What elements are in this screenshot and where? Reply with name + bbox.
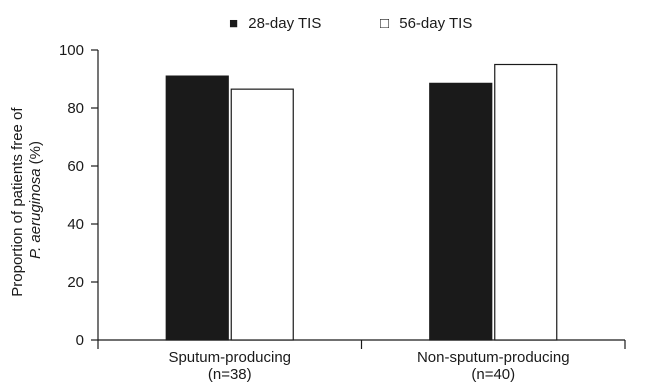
category-labels: Sputum-producing (n=38) Non-sputum-produci…	[168, 349, 569, 383]
y-tick-label: 40	[67, 216, 84, 233]
legend-symbol-56-day: □	[380, 15, 389, 32]
y-tick-label: 20	[67, 274, 84, 291]
y-tick-label: 60	[67, 158, 84, 175]
legend-symbol-28-day: ■	[229, 15, 238, 32]
x-axis-ticks	[97, 340, 626, 349]
y-tick-label: 100	[59, 42, 84, 59]
legend-label-56-day: 56-day TIS	[399, 15, 472, 32]
y-tick-label: 0	[76, 332, 84, 349]
svg-text:■ 28-day TIS: ■ 28-day TIS	[229, 15, 321, 32]
y-axis-label-unit: (%)	[27, 141, 44, 164]
legend-label-28-day: 28-day TIS	[248, 15, 321, 32]
bar-56-day-tis-2	[494, 63, 558, 341]
bar-28-day-tis-2	[429, 82, 493, 341]
bar-28-day-tis-1	[165, 75, 229, 341]
x-category-label: Non-sputum-producing (n=40)	[417, 349, 570, 383]
y-axis-label-line1: Proportion of patients free of	[9, 107, 26, 297]
y-axis-label: Proportion of patients free of P. aerugi…	[9, 103, 44, 296]
svg-text:□ 56-day TIS: □ 56-day TIS	[380, 15, 472, 32]
legend: ■ 28-day TIS □ 56-day TIS	[229, 15, 472, 32]
bar-56-day-tis-1	[230, 88, 294, 341]
y-tick-label: 80	[67, 100, 84, 117]
y-axis-label-species: P. aeruginosa	[27, 168, 44, 259]
bars	[165, 63, 558, 341]
x-category-label: Sputum-producing (n=38)	[168, 349, 291, 383]
y-axis-ticks: 0 20 40 60 80 100	[59, 42, 98, 349]
